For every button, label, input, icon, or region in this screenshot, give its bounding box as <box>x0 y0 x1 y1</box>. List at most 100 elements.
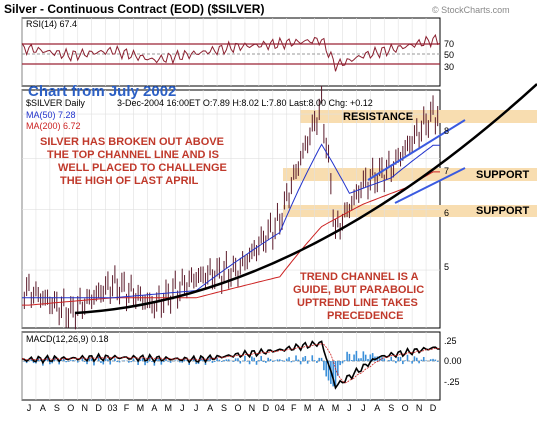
resistance-zone <box>300 110 537 123</box>
x-tick-label: J <box>194 403 199 413</box>
macd-histogram-bar <box>132 358 135 362</box>
macd-histogram-bar <box>153 361 156 366</box>
macd-histogram-bar <box>253 357 256 362</box>
macd-histogram-bar <box>104 357 107 362</box>
macd-histogram-bar <box>218 359 221 362</box>
macd-histogram-bar <box>167 361 170 362</box>
macd-histogram-bar <box>369 354 372 362</box>
macd-histogram-bar <box>290 361 293 363</box>
x-tick-label: S <box>54 403 60 413</box>
macd-histogram-bar <box>297 359 300 362</box>
rsi-series-line <box>21 33 441 72</box>
x-tick-label: A <box>319 403 325 413</box>
x-tick-label: M <box>165 403 173 413</box>
macd-histogram-bar <box>74 360 77 362</box>
chart-title: Silver - Continuous Contract (EOD) ($SIL… <box>4 2 264 16</box>
macd-histogram-bar <box>102 361 105 365</box>
macd-histogram-bar <box>332 361 334 387</box>
macd-histogram-bar <box>258 360 260 362</box>
macd-histogram-bar <box>90 358 93 362</box>
macd-histogram-bar <box>316 361 318 363</box>
x-tick-label: M <box>304 403 312 413</box>
annotation-left-line-2: THE TOP CHANNEL LINE AND IS <box>47 149 219 161</box>
support-zone-2 <box>283 205 537 217</box>
macd-histogram-bar <box>223 360 225 362</box>
support-zone-1 <box>283 168 537 181</box>
annotation-bottom-line-2: GUIDE, BUT PARABOLIC <box>293 284 424 296</box>
macd-histogram-bar <box>86 361 88 365</box>
parabolic-uptrend-line <box>74 83 537 315</box>
macd-histogram-bar <box>278 359 281 362</box>
macd-histogram <box>23 350 439 389</box>
macd-histogram-bar <box>306 361 309 364</box>
macd-histogram-bar <box>116 361 119 363</box>
macd-histogram-bar <box>63 358 65 362</box>
macd-histogram-bar <box>388 360 390 362</box>
channel-top-line <box>367 119 466 181</box>
macd-histogram-bar <box>30 358 33 362</box>
ma50-line <box>22 143 440 299</box>
macd-histogram-bar <box>360 358 362 362</box>
support-label-2: SUPPORT <box>476 205 529 217</box>
macd-histogram-bar <box>320 357 323 362</box>
macd-histogram-bar <box>183 358 186 362</box>
macd-histogram-bar <box>176 360 179 362</box>
macd-histogram-bar <box>139 359 142 362</box>
macd-histogram-bar <box>28 360 30 362</box>
annotation-left-line-3: WELL PLACED TO CHALLENGE <box>58 162 227 174</box>
macd-histogram-bar <box>299 361 302 365</box>
macd-histogram-bar <box>413 356 416 362</box>
x-tick-label: A <box>151 403 157 413</box>
macd-histogram-bar <box>97 356 100 362</box>
macd-histogram-bar <box>32 361 35 364</box>
macd-histogram-bar <box>265 361 267 363</box>
macd-histogram-bar <box>114 358 116 362</box>
macd-histogram-bar <box>292 361 295 362</box>
macd-histogram-bar <box>179 361 181 363</box>
annotation-left-line-1: SILVER HAS BROKEN OUT ABOVE <box>40 136 224 148</box>
macd-tick-pos: .25 <box>444 336 457 346</box>
macd-histogram-bar <box>346 351 348 362</box>
macd-histogram-bar <box>232 361 235 362</box>
macd-histogram-bar <box>190 360 193 362</box>
macd-histogram-bar <box>220 361 223 362</box>
x-tick-label: S <box>388 403 394 413</box>
macd-histogram-bar <box>118 361 121 363</box>
macd-histogram-bar <box>311 355 314 362</box>
macd-histogram-bar <box>367 358 369 362</box>
macd-histogram-bar <box>174 360 177 362</box>
macd-histogram-bar <box>420 359 423 362</box>
macd-histogram-bar <box>123 360 125 362</box>
macd-histogram-bar <box>165 358 167 362</box>
x-tick-label: D <box>263 403 270 413</box>
macd-histogram-bar <box>72 360 74 362</box>
annotation-bottom-line-1: TREND CHANNEL IS A <box>300 271 419 283</box>
macd-histogram-bar <box>213 361 216 362</box>
macd-histogram-bar <box>411 361 413 364</box>
macd-histogram-bar <box>283 361 286 362</box>
macd-tick-neg: -.25 <box>444 377 460 387</box>
macd-histogram-bar <box>49 361 51 365</box>
macd-histogram-bar <box>406 354 409 362</box>
watermark: © StockCharts.com <box>432 5 510 15</box>
macd-histogram-bar <box>155 358 158 362</box>
macd-histogram-bar <box>158 358 160 362</box>
macd-histogram-bar <box>327 361 330 381</box>
macd-histogram-bar <box>46 356 49 362</box>
macd-histogram-bar <box>83 361 86 362</box>
x-tick-label: J <box>347 403 352 413</box>
channel-bottom-line <box>394 167 466 204</box>
rsi-gridlines <box>21 18 427 86</box>
x-tick-label: O <box>67 403 74 413</box>
macd-histogram-bar <box>206 358 209 362</box>
macd-histogram-bar <box>276 359 279 362</box>
macd-histogram-bar <box>399 356 402 362</box>
macd-histogram-bar <box>318 357 321 362</box>
macd-histogram-bar <box>144 361 146 366</box>
macd-tick-zero: 0.00 <box>444 356 462 366</box>
macd-histogram-bar <box>274 360 276 362</box>
macd-histogram-bar <box>357 358 360 362</box>
ma200-label: MA(200) 6.72 <box>26 121 81 131</box>
macd-histogram-bar <box>234 358 237 362</box>
macd-histogram-bar <box>227 359 230 362</box>
